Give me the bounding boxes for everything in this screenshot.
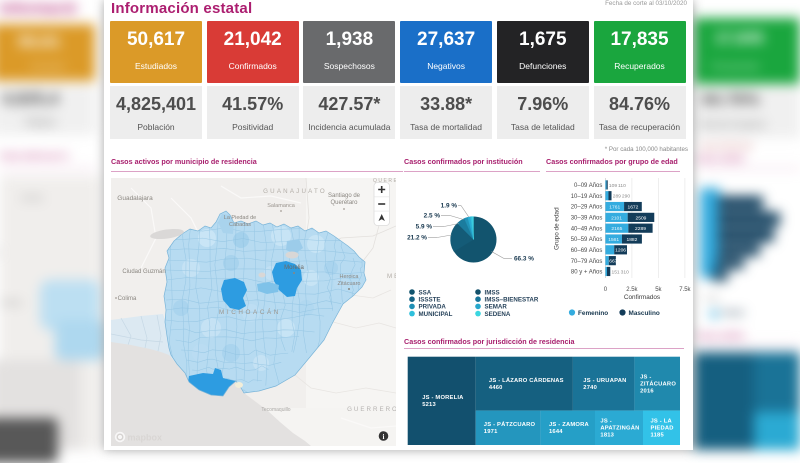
svg-text:GUERRERO: GUERRERO	[347, 406, 396, 413]
svg-text:Confirmados: Confirmados	[624, 294, 660, 301]
svg-text:40–49 Años: 40–49 Años	[571, 226, 603, 232]
svg-text:1561: 1561	[608, 237, 619, 243]
svg-text:Guadalajara: Guadalajara	[117, 195, 153, 202]
svg-text:IMSS: IMSS	[485, 289, 500, 296]
svg-text:IMSS–BIENESTAR: IMSS–BIENESTAR	[485, 297, 539, 304]
svg-text:Querétaro: Querétaro	[330, 200, 358, 206]
svg-text:1882: 1882	[626, 237, 637, 243]
svg-text:Zitácuaro: Zitácuaro	[338, 281, 361, 287]
svg-text:Femenino: Femenino	[578, 310, 608, 317]
svg-text:PIEDAD: PIEDAD	[651, 426, 674, 432]
svg-text:151 310: 151 310	[611, 269, 629, 275]
svg-text:SSA: SSA	[419, 289, 432, 296]
svg-text:SEDENA: SEDENA	[485, 311, 511, 318]
svg-text:Ciudad Guzmán: Ciudad Guzmán	[122, 269, 165, 275]
svg-text:10–19 Años: 10–19 Años	[571, 194, 603, 200]
svg-text:ISSSTE: ISSSTE	[419, 297, 441, 304]
svg-text:Cabadas: Cabadas	[229, 222, 251, 228]
svg-text:JS - MORELIA: JS - MORELIA	[422, 395, 464, 401]
svg-text:5213: 5213	[422, 402, 436, 408]
svg-text:JS -: JS -	[600, 419, 611, 425]
svg-text:60–69 Años: 60–69 Años	[571, 248, 603, 254]
svg-text:JS - PÁTZCUARO: JS - PÁTZCUARO	[484, 421, 536, 428]
svg-text:2.5k: 2.5k	[626, 287, 638, 293]
svg-text:PRIVADA: PRIVADA	[419, 304, 447, 311]
svg-text:JS - LA: JS - LA	[651, 419, 673, 425]
svg-text:2165: 2165	[611, 226, 622, 232]
svg-text:30–39 Años: 30–39 Años	[571, 216, 603, 222]
svg-text:La Piedad de: La Piedad de	[224, 215, 256, 221]
svg-text:QUERÉT: QUERÉT	[373, 178, 396, 184]
svg-text:JS - LÁZARO CÁRDENAS: JS - LÁZARO CÁRDENAS	[489, 377, 564, 384]
svg-text:MUNICIPAL: MUNICIPAL	[419, 311, 453, 318]
svg-text:Grupo de edad: Grupo de edad	[553, 207, 560, 250]
svg-text:289 290: 289 290	[613, 194, 631, 200]
svg-text:Santiago de: Santiago de	[328, 193, 361, 199]
svg-text:1672: 1672	[627, 204, 638, 210]
svg-text:Colima: Colima	[118, 296, 137, 302]
svg-text:SEMAR: SEMAR	[485, 304, 508, 311]
svg-text:1206: 1206	[615, 248, 626, 254]
svg-text:5k: 5k	[655, 287, 662, 293]
svg-text:21.2 %: 21.2 %	[407, 235, 427, 242]
svg-text:JS - URUAPAN: JS - URUAPAN	[583, 378, 626, 384]
svg-text:5.9 %: 5.9 %	[416, 224, 433, 231]
svg-text:Morelia: Morelia	[284, 265, 304, 271]
svg-text:66.3 %: 66.3 %	[514, 256, 534, 263]
svg-text:1761: 1761	[609, 204, 620, 210]
svg-text:2509: 2509	[636, 215, 647, 221]
svg-text:2016: 2016	[640, 389, 654, 395]
svg-text:2740: 2740	[583, 385, 597, 391]
svg-text:GUANAJUATO: GUANAJUATO	[263, 188, 327, 195]
svg-text:50–59 Años: 50–59 Años	[571, 237, 603, 243]
svg-text:2101: 2101	[611, 215, 622, 221]
svg-text:MICHOACÁN: MICHOACÁN	[219, 307, 281, 316]
svg-text:0: 0	[604, 287, 608, 293]
svg-text:1185: 1185	[651, 433, 665, 439]
svg-text:JS -: JS -	[640, 375, 651, 381]
svg-text:2.5 %: 2.5 %	[424, 213, 441, 220]
svg-text:7.5k: 7.5k	[679, 287, 691, 293]
svg-text:4460: 4460	[489, 385, 503, 391]
svg-text:0–09 Años: 0–09 Años	[574, 183, 602, 189]
svg-text:109 110: 109 110	[609, 183, 626, 189]
svg-text:Tecomaquillo: Tecomaquillo	[261, 407, 290, 413]
svg-text:APATZINGÁN: APATZINGÁN	[600, 425, 639, 432]
svg-text:Masculino: Masculino	[629, 310, 660, 317]
svg-text:1.9 %: 1.9 %	[441, 203, 458, 210]
svg-text:mapbox: mapbox	[128, 433, 163, 443]
svg-text:Heroica: Heroica	[340, 274, 360, 280]
svg-text:i: i	[383, 433, 385, 441]
svg-text:Salamanca: Salamanca	[267, 203, 295, 209]
svg-text:MÉXI: MÉXI	[387, 273, 396, 280]
svg-text:667: 667	[609, 259, 617, 265]
svg-text:70–79 Años: 70–79 Años	[571, 259, 603, 265]
svg-text:80 y + Años: 80 y + Años	[571, 270, 603, 276]
svg-text:1971: 1971	[484, 429, 498, 435]
svg-text:JS - ZAMORA: JS - ZAMORA	[549, 422, 589, 428]
svg-text:ZITÁCUARO: ZITÁCUARO	[640, 381, 676, 388]
svg-text:1813: 1813	[600, 433, 614, 439]
svg-text:20–29 Años: 20–29 Años	[571, 205, 603, 211]
svg-text:1644: 1644	[549, 429, 563, 435]
svg-text:2289: 2289	[635, 226, 646, 232]
